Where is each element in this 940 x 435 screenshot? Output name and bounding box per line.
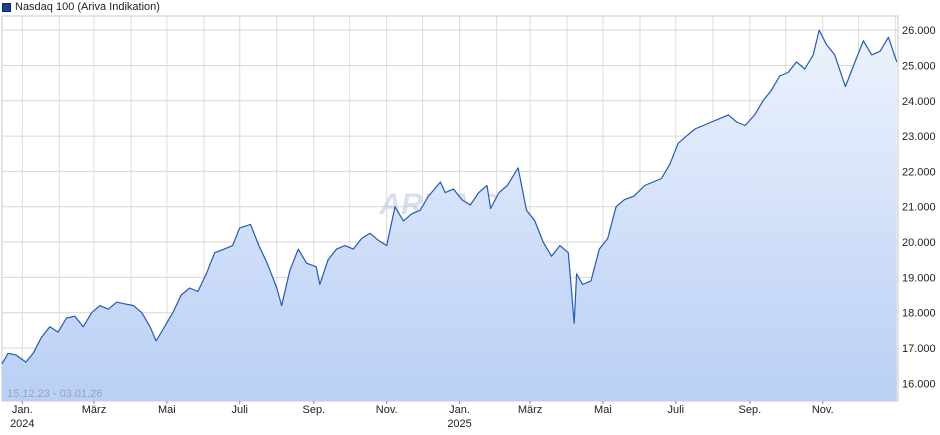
y-tick-label: 21.000	[902, 202, 936, 214]
x-tick-label: Nov.	[376, 404, 398, 416]
y-tick-label: 20.000	[902, 237, 936, 249]
x-tick-label: Sep.	[739, 404, 762, 416]
y-tick-label: 19.000	[902, 272, 936, 284]
chart-legend: Nasdaq 100 (Ariva Indikation)	[2, 0, 160, 14]
date-range-label: 15.12.23 - 03.01.26	[7, 388, 102, 400]
y-tick-label: 26.000	[902, 25, 936, 37]
x-tick-label: Mai	[158, 404, 176, 416]
x-tick-label: Juli	[668, 404, 685, 416]
x-axis: Jan. 2024 März Mai Juli Sep. Nov. Jan. 2025 März M…	[10, 401, 834, 430]
y-tick-label: 23.000	[902, 131, 936, 143]
x-tick-year-label: 2025	[447, 418, 471, 430]
y-tick-label: 25.000	[902, 60, 936, 72]
x-tick-label: Nov.	[812, 404, 834, 416]
y-tick-label: 24.000	[902, 96, 936, 108]
x-tick-year-label: 2024	[10, 418, 34, 430]
x-tick-label: Jan.	[12, 404, 33, 416]
x-tick-label: Sep.	[302, 404, 325, 416]
y-tick-label: 16.000	[902, 378, 936, 390]
x-tick-label: Jan.	[449, 404, 470, 416]
series-area	[2, 30, 897, 401]
series-line	[1, 29, 898, 365]
x-tick-label: Juli	[231, 404, 248, 416]
x-tick-label: März	[518, 404, 542, 416]
x-tick-label: März	[82, 404, 106, 416]
legend-swatch	[2, 2, 11, 12]
x-tick-label: Mai	[594, 404, 612, 416]
y-axis: 16.000 17.000 18.000 19.000 20.000 21.000 22.0…	[902, 25, 936, 390]
y-tick-label: 22.000	[902, 166, 936, 178]
y-tick-label: 17.000	[902, 343, 936, 355]
y-tick-label: 18.000	[902, 308, 936, 320]
legend-label: Nasdaq 100 (Ariva Indikation)	[15, 1, 160, 13]
